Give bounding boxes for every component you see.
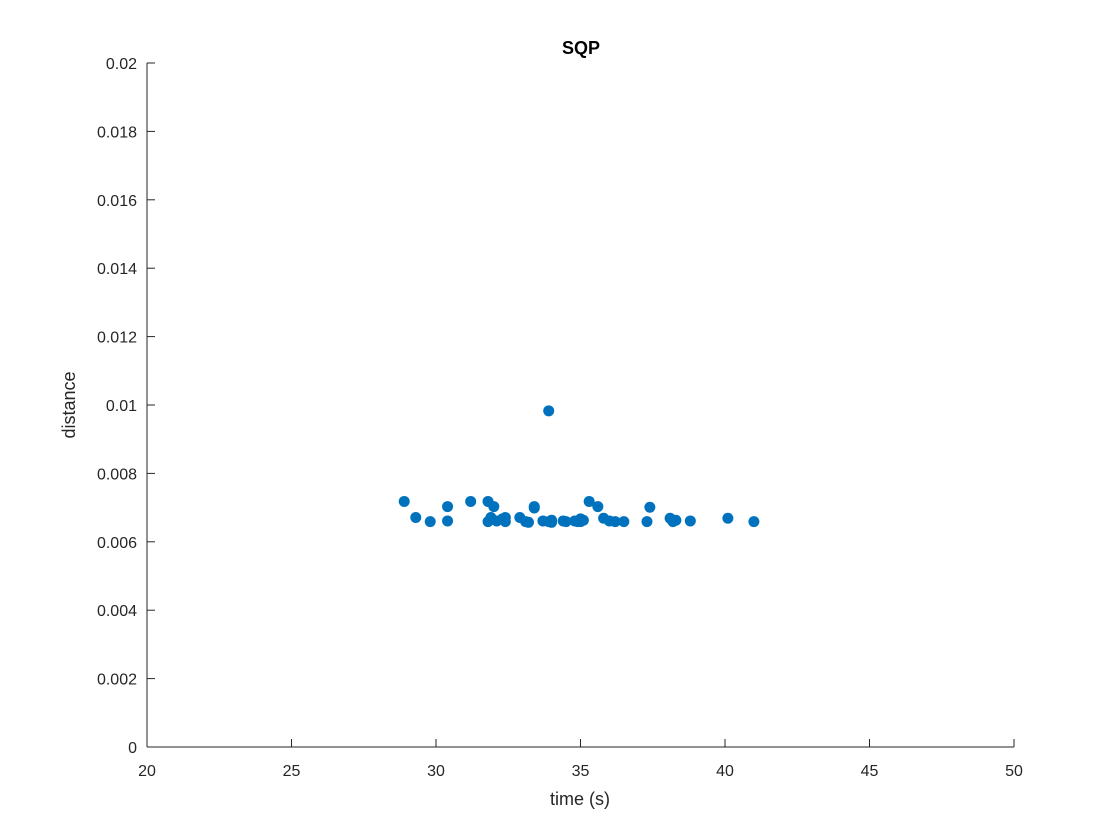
data-point: [684, 515, 696, 527]
x-tick-label: 45: [861, 763, 879, 780]
data-point: [442, 501, 454, 513]
y-tick-label: 0.004: [97, 603, 137, 620]
data-point: [410, 512, 422, 524]
y-tick-label: 0.006: [97, 535, 137, 552]
data-point: [577, 514, 589, 526]
y-tick-label: 0.018: [97, 124, 137, 141]
y-tick-label: 0.012: [97, 330, 137, 347]
x-axis-label: time (s): [550, 789, 610, 809]
data-point: [465, 495, 477, 507]
data-point: [522, 516, 534, 528]
x-tick-label: 50: [1005, 763, 1023, 780]
chart-title: SQP: [562, 38, 600, 58]
axes: [146, 63, 1014, 748]
data-points: [398, 405, 760, 528]
y-axis-ticks: 0 0.002 0.004 0.006 0.008 0.01 0.012 0.014 0.016…: [97, 56, 155, 757]
data-point: [722, 512, 734, 524]
data-point: [546, 514, 558, 526]
data-point: [398, 495, 410, 507]
data-point: [618, 516, 630, 528]
x-tick-label: 40: [716, 763, 734, 780]
y-axis-label: distance: [59, 371, 79, 438]
x-tick-label: 20: [138, 763, 156, 780]
data-point: [543, 405, 555, 417]
data-point: [560, 516, 572, 528]
data-point: [609, 516, 621, 528]
y-tick-label: 0.02: [106, 56, 137, 73]
y-tick-label: 0.008: [97, 466, 137, 483]
x-axis-ticks: 20 25 30 35 40 45 50: [138, 739, 1023, 780]
y-tick-label: 0.016: [97, 193, 137, 210]
data-point: [528, 502, 540, 514]
y-tick-label: 0.002: [97, 672, 137, 689]
data-point: [670, 514, 682, 526]
data-point: [748, 516, 760, 528]
data-point: [583, 495, 595, 507]
y-tick-label: 0.014: [97, 261, 137, 278]
x-tick-label: 35: [572, 763, 590, 780]
data-point: [442, 515, 454, 527]
data-point: [499, 516, 511, 528]
x-tick-label: 30: [427, 763, 445, 780]
data-point: [644, 501, 656, 513]
y-tick-label: 0: [128, 740, 137, 757]
data-point: [488, 501, 500, 513]
data-point: [592, 501, 604, 513]
data-point: [641, 516, 653, 528]
x-tick-label: 25: [283, 763, 301, 780]
data-point: [424, 516, 436, 528]
y-tick-label: 0.01: [106, 398, 137, 415]
